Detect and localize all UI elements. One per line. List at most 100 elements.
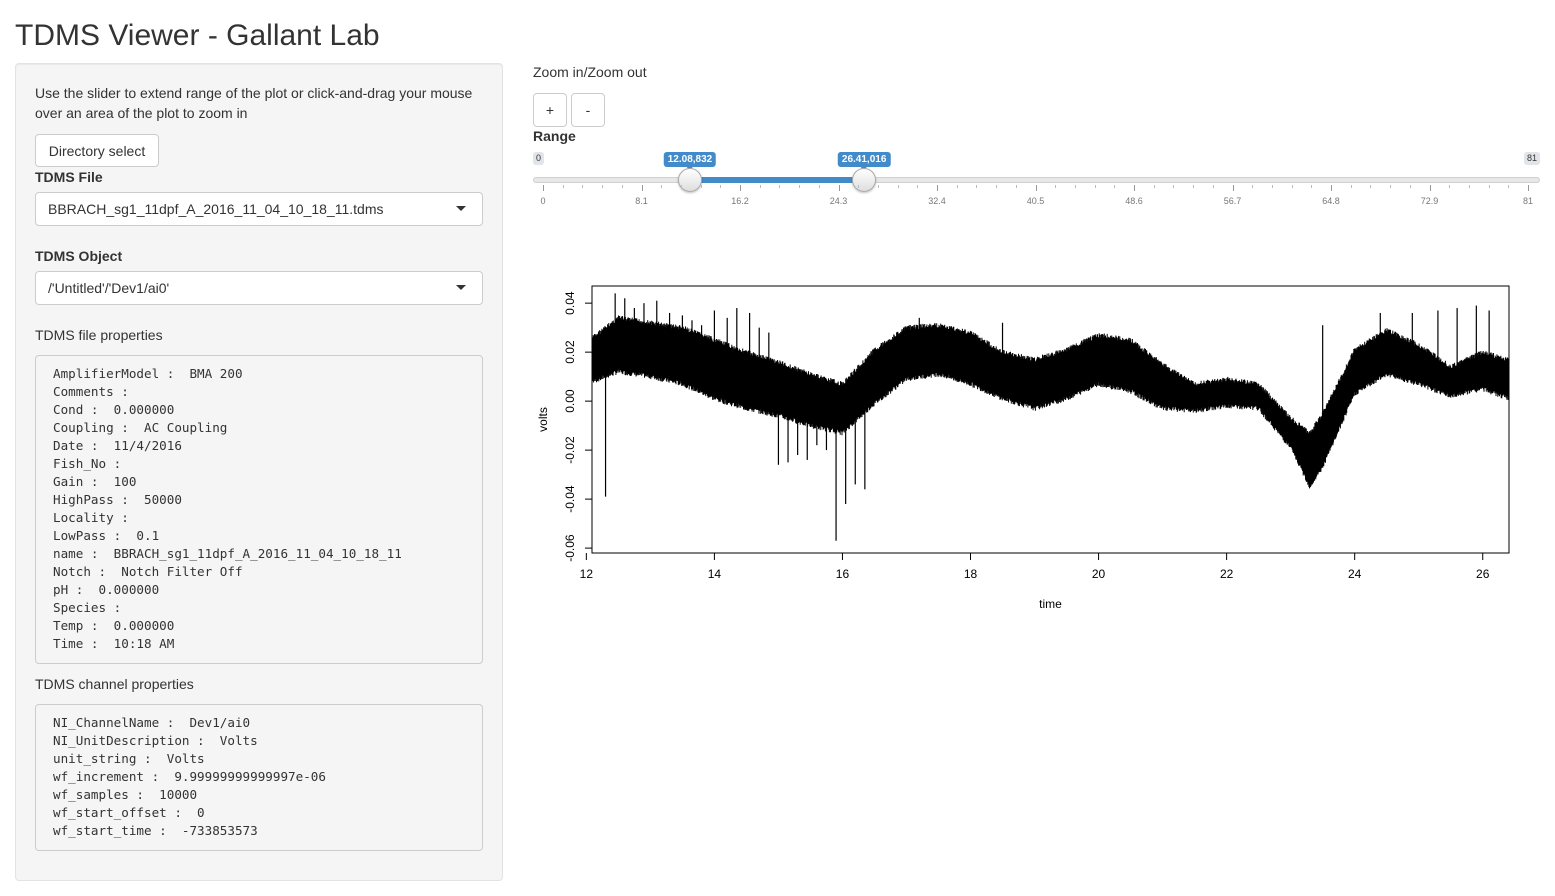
slider-tick bbox=[1429, 185, 1431, 191]
channel-property-line: unit_string : Volts bbox=[53, 751, 205, 766]
channel-property-line: NI_UnitDescription : Volts bbox=[53, 733, 258, 748]
slider-tick bbox=[1528, 185, 1529, 191]
x-tick-label: 16 bbox=[836, 567, 850, 581]
slider-minor-tick bbox=[1173, 185, 1175, 188]
channel-property-line: wf_increment : 9.99999999999997e-06 bbox=[53, 769, 326, 784]
slider-minor-tick bbox=[1390, 185, 1392, 188]
slider-minor-tick bbox=[759, 185, 761, 188]
channel-properties-label: TDMS channel properties bbox=[35, 676, 194, 692]
tdms-file-select[interactable]: BBRACH_sg1_11dpf_A_2016_11_04_10_18_11.t… bbox=[35, 192, 483, 226]
x-tick-label: 24 bbox=[1348, 567, 1362, 581]
slider-tick bbox=[740, 185, 741, 191]
slider-minor-tick bbox=[1488, 185, 1490, 188]
y-axis-label: volts bbox=[536, 407, 550, 432]
slider-tick bbox=[937, 185, 938, 191]
slider-minor-tick bbox=[1271, 185, 1273, 188]
y-tick-label: -0.06 bbox=[563, 534, 577, 562]
sidebar-panel: Use the slider to extend range of the pl… bbox=[15, 63, 503, 881]
channel-property-line: wf_start_time : -733853573 bbox=[53, 823, 258, 838]
slider-track[interactable] bbox=[533, 177, 1540, 183]
zoom-label: Zoom in/Zoom out bbox=[533, 64, 647, 80]
waveform-core bbox=[592, 324, 1509, 481]
slider-minor-tick bbox=[1468, 185, 1470, 188]
slider-minor-tick bbox=[1252, 185, 1254, 188]
slider-min-label: 0 bbox=[533, 152, 545, 165]
y-tick-label: -0.02 bbox=[563, 436, 577, 464]
slider-minor-tick bbox=[1291, 185, 1293, 188]
file-property-line: Time : 10:18 AM bbox=[53, 636, 175, 651]
waveform-plot[interactable]: 12 14 16 18 20 22 24 26 -0.06 -0.04 -0.02 0.00 0.02 0… bbox=[533, 275, 1533, 630]
file-property-line: HighPass : 50000 bbox=[53, 492, 182, 507]
file-property-line: Gain : 100 bbox=[53, 474, 137, 489]
zoom-in-button[interactable]: + bbox=[533, 93, 567, 127]
y-tick-label: -0.04 bbox=[563, 485, 577, 513]
slider-minor-tick bbox=[1370, 185, 1372, 188]
range-slider[interactable]: 0 81 12.08,832 26.41,016 0 8.1 16.2 24.3 32.… bbox=[533, 148, 1543, 218]
slider-minor-tick bbox=[976, 185, 978, 188]
slider-minor-tick bbox=[720, 185, 722, 188]
waveform-line bbox=[592, 315, 1509, 489]
slider-from-label: 12.08,832 bbox=[663, 152, 717, 171]
slider-tick-label: 40.5 bbox=[1026, 196, 1045, 206]
slider-minor-tick bbox=[1193, 185, 1195, 188]
slider-tick-label: 32.4 bbox=[928, 196, 946, 206]
slider-minor-tick bbox=[582, 185, 584, 188]
slider-minor-tick bbox=[1153, 185, 1155, 188]
file-property-line: name : BBRACH_sg1_11dpf_A_2016_11_04_10_… bbox=[53, 546, 402, 561]
slider-minor-tick bbox=[1055, 185, 1057, 188]
slider-minor-tick bbox=[680, 185, 682, 188]
file-property-line: Fish_No : bbox=[53, 456, 122, 471]
zoom-out-button[interactable]: - bbox=[571, 93, 605, 127]
slider-tick-label: 64.8 bbox=[1322, 196, 1340, 206]
app-title: TDMS Viewer - Gallant Lab bbox=[15, 19, 380, 52]
slider-tick-label: 81 bbox=[1522, 196, 1534, 206]
y-tick-label: 0.00 bbox=[563, 389, 577, 413]
slider-minor-tick bbox=[799, 185, 801, 188]
slider-tick-label: 24.3 bbox=[829, 196, 848, 206]
slider-minor-tick bbox=[1094, 185, 1096, 188]
slider-selected-bar[interactable] bbox=[689, 177, 865, 183]
y-tick-label: 0.02 bbox=[563, 340, 577, 364]
slider-minor-tick bbox=[1074, 185, 1076, 188]
file-property-line: pH : 0.000000 bbox=[53, 582, 160, 597]
slider-minor-tick bbox=[956, 185, 958, 188]
slider-tick bbox=[1232, 185, 1234, 191]
slider-tick bbox=[1331, 185, 1332, 191]
slider-max-label: 81 bbox=[1523, 152, 1540, 165]
slider-minor-tick bbox=[621, 185, 623, 188]
slider-from-handle[interactable] bbox=[677, 168, 702, 192]
tdms-file-value: BBRACH_sg1_11dpf_A_2016_11_04_10_18_11.t… bbox=[48, 201, 384, 217]
slider-tick bbox=[838, 185, 840, 191]
slider-tick bbox=[1134, 185, 1135, 191]
slider-minor-tick bbox=[779, 185, 781, 188]
slider-tick-label: 72.9 bbox=[1420, 196, 1439, 206]
file-property-line: Notch : Notch Filter Off bbox=[53, 564, 243, 579]
slider-tick-label: 48.6 bbox=[1125, 196, 1143, 206]
channel-property-line: NI_ChannelName : Dev1/ai0 bbox=[53, 715, 251, 730]
slider-minor-tick bbox=[917, 185, 919, 188]
file-property-line: Species : bbox=[53, 600, 122, 615]
plot-svg[interactable]: 12 14 16 18 20 22 24 26 -0.06 -0.04 -0.02 0.00 0.02 0… bbox=[533, 275, 1533, 625]
directory-select-button[interactable]: Directory select bbox=[35, 134, 159, 167]
chevron-down-icon bbox=[456, 206, 466, 211]
range-label: Range bbox=[533, 128, 576, 144]
file-property-line: Locality : bbox=[53, 510, 129, 525]
y-tick-label: 0.04 bbox=[563, 291, 577, 315]
instructions-text: Use the slider to extend range of the pl… bbox=[35, 85, 473, 121]
x-tick-label: 20 bbox=[1092, 567, 1106, 581]
channel-property-line: wf_start_offset : 0 bbox=[53, 805, 205, 820]
slider-tick bbox=[1035, 185, 1037, 191]
slider-minor-tick bbox=[1114, 185, 1116, 188]
tdms-object-value: /'Untitled'/'Dev1/ai0' bbox=[48, 280, 170, 296]
slider-minor-tick bbox=[700, 185, 702, 188]
slider-minor-tick bbox=[877, 185, 879, 188]
file-properties-box: AmplifierModel : BMA 200 Comments : Cond :… bbox=[35, 355, 483, 664]
slider-to-handle[interactable] bbox=[852, 168, 877, 192]
x-tick-label: 18 bbox=[964, 567, 978, 581]
tdms-object-select[interactable]: /'Untitled'/'Dev1/ai0' bbox=[35, 271, 483, 305]
slider-minor-tick bbox=[897, 185, 899, 188]
slider-minor-tick bbox=[562, 185, 564, 188]
tdms-object-label: TDMS Object bbox=[35, 248, 123, 264]
slider-tick bbox=[543, 185, 544, 191]
slider-minor-tick bbox=[602, 185, 604, 188]
